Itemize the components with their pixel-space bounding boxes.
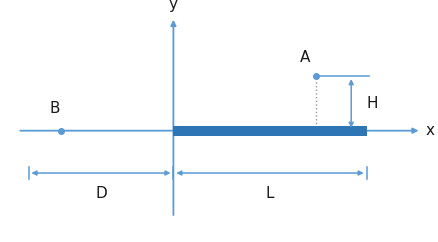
Text: x: x bbox=[425, 123, 434, 138]
Text: H: H bbox=[366, 96, 377, 111]
Text: A: A bbox=[299, 50, 310, 65]
Text: L: L bbox=[265, 186, 274, 201]
Bar bbox=[173, 126, 366, 136]
Text: y: y bbox=[169, 0, 177, 12]
Text: D: D bbox=[95, 186, 106, 201]
Text: B: B bbox=[49, 101, 60, 116]
